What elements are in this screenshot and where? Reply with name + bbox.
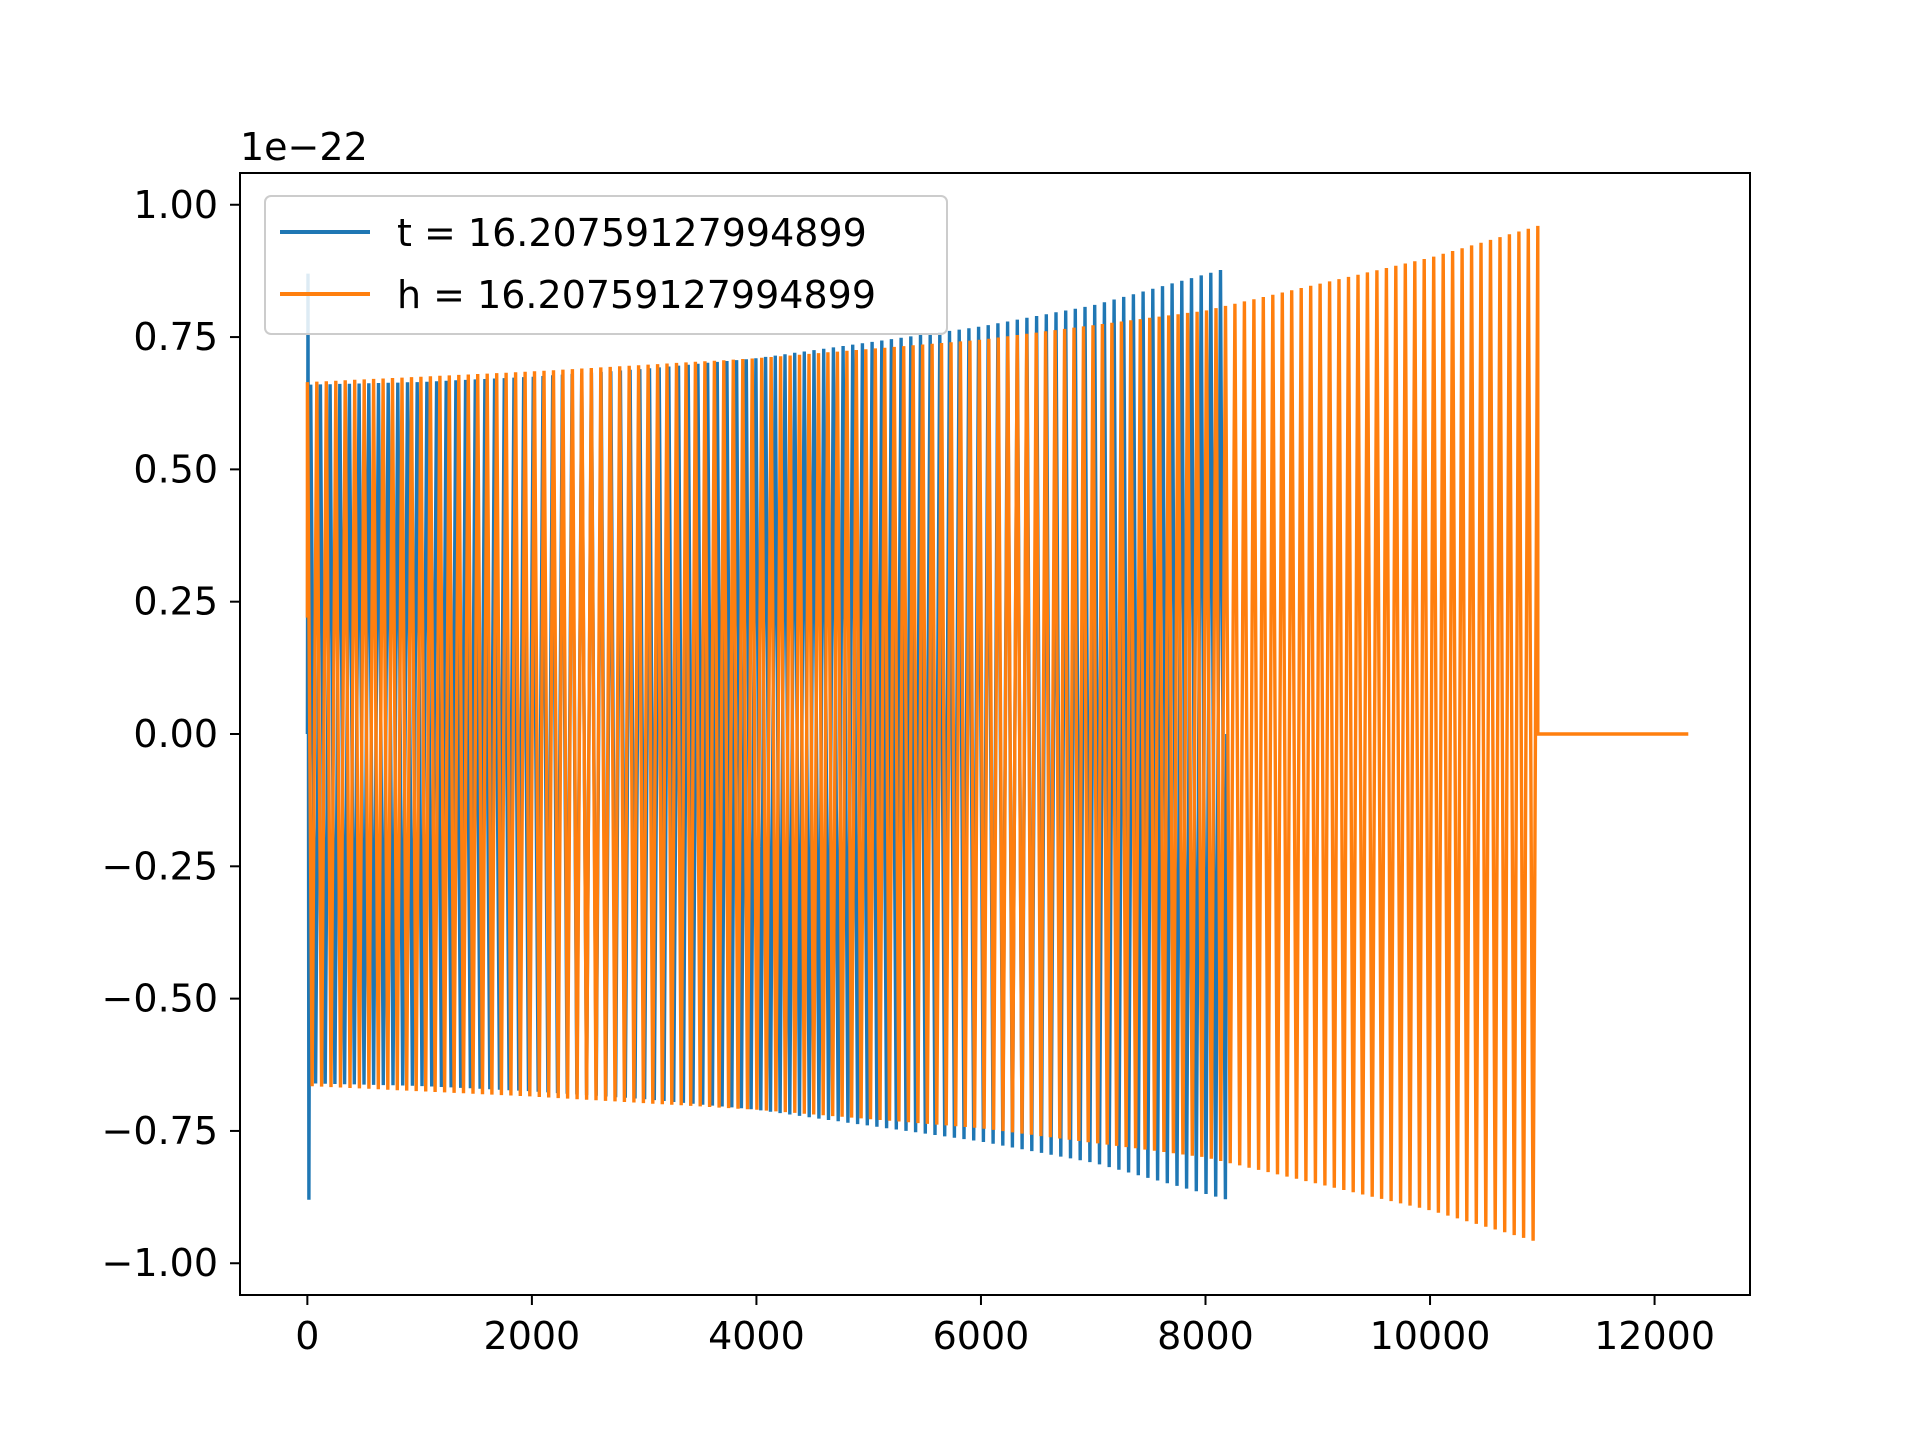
y-tick-label: 0.50 <box>133 447 218 491</box>
y-tick-label: −1.00 <box>102 1241 218 1285</box>
y-tick-label: −0.75 <box>102 1109 218 1153</box>
y-tick-label: −0.25 <box>102 844 218 888</box>
series-line-h <box>305 225 1689 1241</box>
x-tick-label: 0 <box>295 1314 319 1358</box>
x-tick-label: 2000 <box>484 1314 581 1358</box>
plot-area <box>305 225 1689 1241</box>
x-tick-label: 10000 <box>1370 1314 1491 1358</box>
x-tick-label: 4000 <box>708 1314 805 1358</box>
x-tick-label: 12000 <box>1594 1314 1715 1358</box>
x-axis: 0 2000 4000 6000 8000 10000 12000 <box>295 1295 1715 1358</box>
y-offset-text: 1e−22 <box>240 125 368 169</box>
y-tick-label: −0.50 <box>102 977 218 1021</box>
legend-frame <box>264 195 948 335</box>
legend-label-t: t = 16.20759127994899 <box>397 211 867 255</box>
series-layer <box>305 225 1689 1241</box>
y-tick-label: 0.00 <box>133 712 218 756</box>
y-axis: 1.00 0.75 0.50 0.25 0.00 −0.25 −0.50 −0.75 −1.00 <box>102 183 240 1285</box>
y-tick-label: 0.25 <box>133 580 218 624</box>
legend: t = 16.20759127994899 h = 16.20759127994… <box>264 195 948 335</box>
x-tick-label: 6000 <box>933 1314 1030 1358</box>
y-tick-label: 1.00 <box>133 183 218 227</box>
y-tick-label: 0.75 <box>133 315 218 359</box>
x-tick-label: 8000 <box>1157 1314 1254 1358</box>
legend-label-h: h = 16.20759127994899 <box>397 273 876 317</box>
